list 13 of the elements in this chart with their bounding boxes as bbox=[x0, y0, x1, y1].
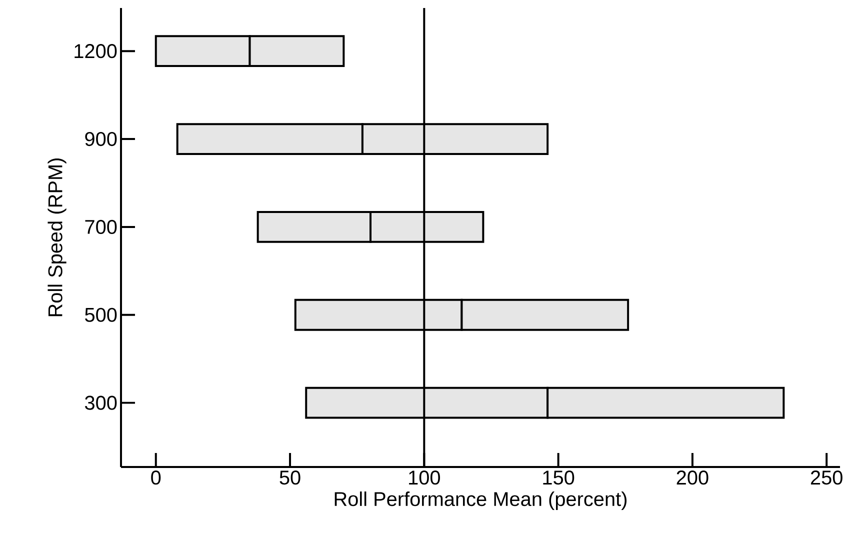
x-tick-label: 150 bbox=[543, 470, 574, 485]
x-tick-label: 0 bbox=[151, 470, 161, 485]
x-tick-label: 200 bbox=[676, 470, 708, 485]
x-axis-title: Roll Performance Mean (percent) bbox=[334, 491, 627, 510]
y-tick-label: 300 bbox=[85, 396, 117, 410]
x-tick-label: 50 bbox=[280, 470, 300, 485]
y-tick-label: 700 bbox=[85, 220, 117, 234]
y-axis-title: Roll Speed (RPM) bbox=[48, 158, 66, 316]
y-tick-label: 1200 bbox=[74, 44, 117, 58]
x-tick-label: 100 bbox=[409, 470, 440, 485]
y-tick-label: 500 bbox=[85, 308, 117, 322]
x-tick-label: 250 bbox=[810, 470, 842, 485]
y-tick-label: 900 bbox=[85, 132, 117, 146]
